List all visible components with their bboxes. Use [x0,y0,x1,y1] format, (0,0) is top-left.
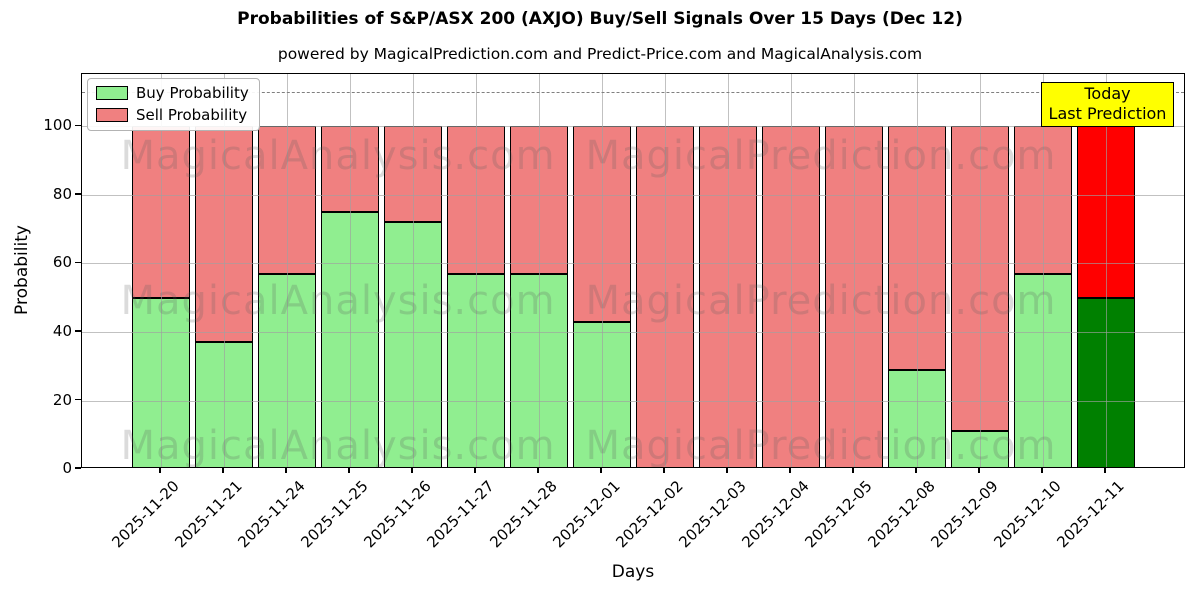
y-tick-label: 20 [52,390,72,409]
x-tick-label: 2025-11-27 [423,477,498,552]
watermark-text: MagicalPrediction.com [585,133,1057,179]
h-gridline [82,332,1184,333]
today-annotation-line1: Today [1084,84,1131,103]
v-gridline [161,74,162,467]
x-tick-label: 2025-12-01 [549,477,624,552]
x-tick-mark [789,468,791,473]
y-tick-label: 60 [52,253,72,272]
x-tick-mark [663,468,665,473]
x-tick-label: 2025-12-11 [1053,477,1128,552]
y-tick-label: 40 [52,322,72,340]
y-tick-label: 80 [52,184,72,203]
v-gridline [602,74,603,467]
v-gridline [413,74,414,467]
y-tick-label: 100 [43,116,72,135]
v-gridline [791,74,792,467]
chart-title: Probabilities of S&P/ASX 200 (AXJO) Buy/… [237,9,963,29]
h-gridline [82,126,1184,128]
y-tick-mark [75,193,81,195]
x-tick-label: 2025-11-25 [297,477,372,552]
x-axis-label: Days [611,562,655,582]
plot-area: MagicalAnalysis.com MagicalPrediction.com… [81,73,1185,468]
v-gridline [476,74,477,467]
x-tick-mark [285,468,287,473]
legend: Buy Probability Sell Probability [87,78,260,131]
watermark-text: MagicalPrediction.com [585,423,1057,468]
h-gridline [82,194,1184,196]
x-tick-mark [978,468,980,473]
sell-probability-swatch [96,108,128,122]
y-tick-mark [75,261,81,264]
watermark-text: MagicalAnalysis.com [120,278,556,324]
v-gridline [728,74,729,467]
v-gridline [350,74,351,467]
v-gridline [224,74,225,467]
v-gridline [980,74,981,467]
legend-item-buy: Buy Probability [96,84,249,102]
legend-label-buy: Buy Probability [136,84,249,102]
h-gridline [82,263,1184,265]
x-tick-label: 2025-11-20 [108,477,183,552]
v-gridline [1043,74,1044,467]
x-tick-mark [222,468,224,473]
x-tick-label: 2025-12-08 [864,477,939,552]
y-tick-mark [75,398,81,401]
v-gridline [539,74,540,467]
watermark-text: MagicalAnalysis.com [120,133,556,179]
legend-label-sell: Sell Probability [136,106,248,124]
h-gridline [82,400,1184,402]
chart-subtitle: powered by MagicalPrediction.com and Pre… [277,45,923,63]
legend-item-sell: Sell Probability [96,106,249,124]
today-annotation-line2: Last Prediction [1048,104,1167,123]
x-tick-mark [600,468,602,473]
y-tick-mark [75,467,81,469]
v-gridline [287,74,288,467]
v-gridline [1106,74,1107,467]
x-tick-mark [1104,468,1106,473]
x-tick-label: 2025-11-28 [486,477,561,552]
x-tick-mark [537,468,539,473]
y-tick-label: 0 [62,459,72,477]
v-gridline [854,74,855,467]
y-axis-label: Probability [12,225,32,315]
x-tick-mark [348,468,350,473]
x-tick-label: 2025-11-24 [234,477,309,552]
watermark-text: MagicalPrediction.com [585,278,1057,324]
x-tick-mark [411,468,413,473]
v-gridline [665,74,666,467]
watermark-text: MagicalAnalysis.com [120,423,556,468]
x-tick-label: 2025-11-26 [360,477,435,552]
y-tick-mark [75,330,81,332]
x-tick-mark [474,468,476,473]
y-tick-mark [75,124,81,127]
today-annotation: Today Last Prediction [1041,82,1174,127]
x-tick-mark [159,468,161,473]
x-tick-label: 2025-11-21 [171,477,246,552]
x-tick-label: 2025-12-09 [927,477,1002,552]
x-tick-label: 2025-12-10 [990,477,1065,552]
x-tick-label: 2025-12-05 [801,477,876,552]
x-tick-mark [1041,468,1043,473]
x-tick-mark [726,468,728,473]
x-tick-label: 2025-12-04 [738,477,813,552]
buy-probability-swatch [96,86,128,100]
x-tick-mark [915,468,917,473]
v-gridline [917,74,918,467]
x-tick-mark [852,468,854,473]
threshold-dashed-line [82,92,1184,94]
